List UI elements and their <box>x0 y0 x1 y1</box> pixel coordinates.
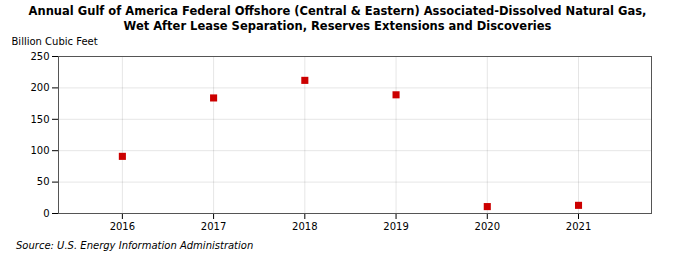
svg-text:0: 0 <box>43 208 49 219</box>
html-text:Wet After Lease Separation, Re: Wet After Lease Separation, Reserves Ext… <box>123 19 552 33</box>
svg-text:250: 250 <box>30 51 49 62</box>
svg-text:2021: 2021 <box>566 221 591 232</box>
svg-text:150: 150 <box>30 114 49 125</box>
svg-text:2019: 2019 <box>383 221 408 232</box>
html-text:Source: U.S. Energy Informatio: Source: U.S. Energy Information Administ… <box>16 240 254 251</box>
html-text:Annual Gulf of America Federal: Annual Gulf of America Federal Offshore … <box>28 4 647 18</box>
svg-text:2017: 2017 <box>201 221 226 232</box>
svg-text:2020: 2020 <box>475 221 500 232</box>
svg-text:2016: 2016 <box>110 221 135 232</box>
svg-text:2018: 2018 <box>292 221 317 232</box>
svg-text:Billion Cubic Feet: Billion Cubic Feet <box>12 36 98 47</box>
svg-text:100: 100 <box>30 145 49 156</box>
svg-text:200: 200 <box>30 82 49 93</box>
svg-text:50: 50 <box>37 176 50 187</box>
